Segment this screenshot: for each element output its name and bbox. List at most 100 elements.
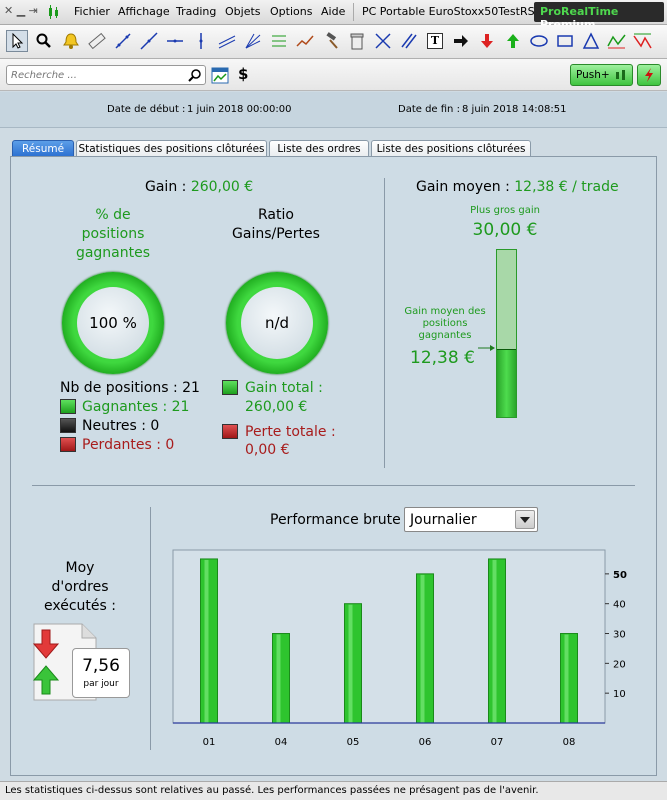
perdantes-count: Perdantes : 0 (82, 437, 175, 453)
orders-value: 7,56 (82, 656, 120, 676)
gagnantes-swatch (60, 399, 76, 414)
arrow-up-green-icon[interactable] (502, 30, 524, 52)
push-label: Push+ (576, 69, 610, 81)
ratio-value: n/d (241, 287, 313, 359)
win-pct-title: % de positions gagnantes (75, 207, 151, 261)
dollar-icon[interactable]: $ (238, 65, 249, 83)
status-bar: Les statistiques ci-dessus sont relative… (0, 781, 667, 800)
neutres-swatch (60, 418, 76, 433)
menu-trading[interactable]: Trading (176, 5, 217, 18)
ratio-title: Ratio Gains/Pertes (232, 207, 320, 242)
avg-gain-summary: Gain moyen : 12,38 € / trade (416, 179, 619, 195)
search-input[interactable] (6, 65, 206, 85)
channel-tool-icon[interactable] (216, 30, 238, 52)
date-range-bar: Date de début : 1 juin 2018 00:00:00 Dat… (0, 92, 667, 128)
chart-bar-07 (488, 558, 506, 724)
menu-objets[interactable]: Objets (225, 5, 261, 18)
chart-bar-highlight (204, 559, 209, 723)
orders-unit: par jour (83, 679, 119, 689)
win-pct-gauge: 100 % (62, 272, 164, 374)
nb-positions: Nb de positions : 21 (60, 380, 200, 396)
y-tick-label: 40 (613, 600, 626, 611)
rectangle-tool-icon[interactable] (554, 30, 576, 52)
chart-bar-highlight (492, 559, 497, 723)
cross-line-icon[interactable] (372, 30, 394, 52)
y-tick-label: 50 (613, 570, 627, 581)
parallel-lines-icon[interactable] (398, 30, 420, 52)
window-controls: ✕ ▁ ⇥ (4, 4, 38, 17)
brand-badge: ProRealTime Premium (534, 2, 664, 31)
zoom-icon[interactable] (33, 30, 55, 52)
x-tick-label: 05 (347, 737, 360, 748)
menu-fichier[interactable]: Fichier (74, 5, 110, 18)
avg-gain-label: Gain moyen : (416, 179, 510, 195)
avg-arrow-icon (478, 343, 496, 356)
hammer-icon[interactable] (320, 30, 342, 52)
vertical-line-icon[interactable] (190, 30, 212, 52)
x-tick-label: 07 (491, 737, 504, 748)
arrow-down-red-icon[interactable] (476, 30, 498, 52)
status-text: Les statistiques ci-dessus sont relative… (5, 785, 539, 796)
period-select[interactable]: Journalier (404, 507, 538, 532)
perte-totale-value: 0,00 € (245, 442, 290, 458)
triangle-tool-icon[interactable] (580, 30, 602, 52)
chart-bar-highlight (564, 634, 569, 723)
tab-statistiques[interactable]: Statistiques des positions clôturées (76, 140, 267, 157)
chart-plot-area (172, 549, 606, 724)
gain-bar-track (496, 249, 517, 418)
menu-affichage[interactable]: Affichage (118, 5, 170, 18)
avg-gain-value: 12,38 € / trade (514, 179, 619, 195)
search-icon[interactable] (188, 68, 202, 85)
start-date-label: Date de début : (107, 104, 186, 115)
max-gain-value: 30,00 € (472, 220, 538, 240)
max-gain-label: Plus gros gain (470, 205, 540, 216)
fibonacci-icon[interactable] (268, 30, 290, 52)
flash-button[interactable] (637, 64, 661, 86)
chart-bar-05 (344, 603, 362, 724)
push-candle-icon (615, 69, 627, 85)
chart-bar-highlight (276, 634, 281, 723)
zigzag-tool-icon[interactable] (606, 30, 628, 52)
orders-title: Moy d'ordres exécutés : (44, 560, 116, 614)
chart-bar-01 (200, 558, 218, 724)
neutres-count: Neutres : 0 (82, 418, 160, 434)
menu-options[interactable]: Options (270, 5, 313, 18)
arrow-right-icon[interactable] (450, 30, 472, 52)
ruler-icon[interactable] (86, 30, 108, 52)
trend-tool-icon[interactable] (294, 30, 316, 52)
x-tick-label: 04 (275, 737, 288, 748)
gain-total-value: 260,00 € (245, 399, 308, 415)
gagnantes-count: Gagnantes : 21 (82, 399, 190, 415)
segment-tool-icon[interactable] (112, 30, 134, 52)
push-button[interactable]: Push+ (570, 64, 633, 86)
fan-tool-icon[interactable] (242, 30, 264, 52)
pointer-icon[interactable] (6, 30, 28, 52)
ellipse-tool-icon[interactable] (528, 30, 550, 52)
avg-winning-value: 12,38 € (410, 348, 475, 368)
tab-resume[interactable]: Résumé (12, 140, 74, 157)
end-date-value: 8 juin 2018 14:08:51 (462, 104, 567, 115)
start-date-value: 1 juin 2018 00:00:00 (187, 104, 292, 115)
y-tick-label: 30 (613, 630, 626, 641)
gain-summary: Gain : 260,00 € (145, 179, 253, 195)
gain-label: Gain : (145, 179, 187, 195)
chevron-down-icon[interactable] (515, 510, 535, 529)
performance-label: Performance brute (270, 512, 401, 528)
lightning-icon (645, 68, 653, 82)
report-chart-icon[interactable] (211, 65, 231, 88)
vertical-divider (384, 178, 385, 468)
horizontal-line-icon[interactable] (164, 30, 186, 52)
perte-totale-swatch (222, 424, 238, 439)
trash-icon[interactable] (346, 30, 368, 52)
period-select-value: Journalier (410, 512, 477, 528)
line-tool-icon[interactable] (138, 30, 160, 52)
alert-bell-icon[interactable] (60, 30, 82, 52)
tab-liste-positions[interactable]: Liste des positions clôturées (371, 140, 531, 157)
x-tick-label: 06 (419, 737, 432, 748)
perte-totale-label: Perte totale : (245, 424, 336, 440)
wave-tool-icon[interactable] (632, 30, 654, 52)
text-tool-icon[interactable]: T (424, 30, 446, 52)
menu-aide[interactable]: Aide (321, 5, 346, 18)
tab-liste-ordres[interactable]: Liste des ordres (269, 140, 369, 157)
y-tick-label: 20 (613, 659, 626, 670)
